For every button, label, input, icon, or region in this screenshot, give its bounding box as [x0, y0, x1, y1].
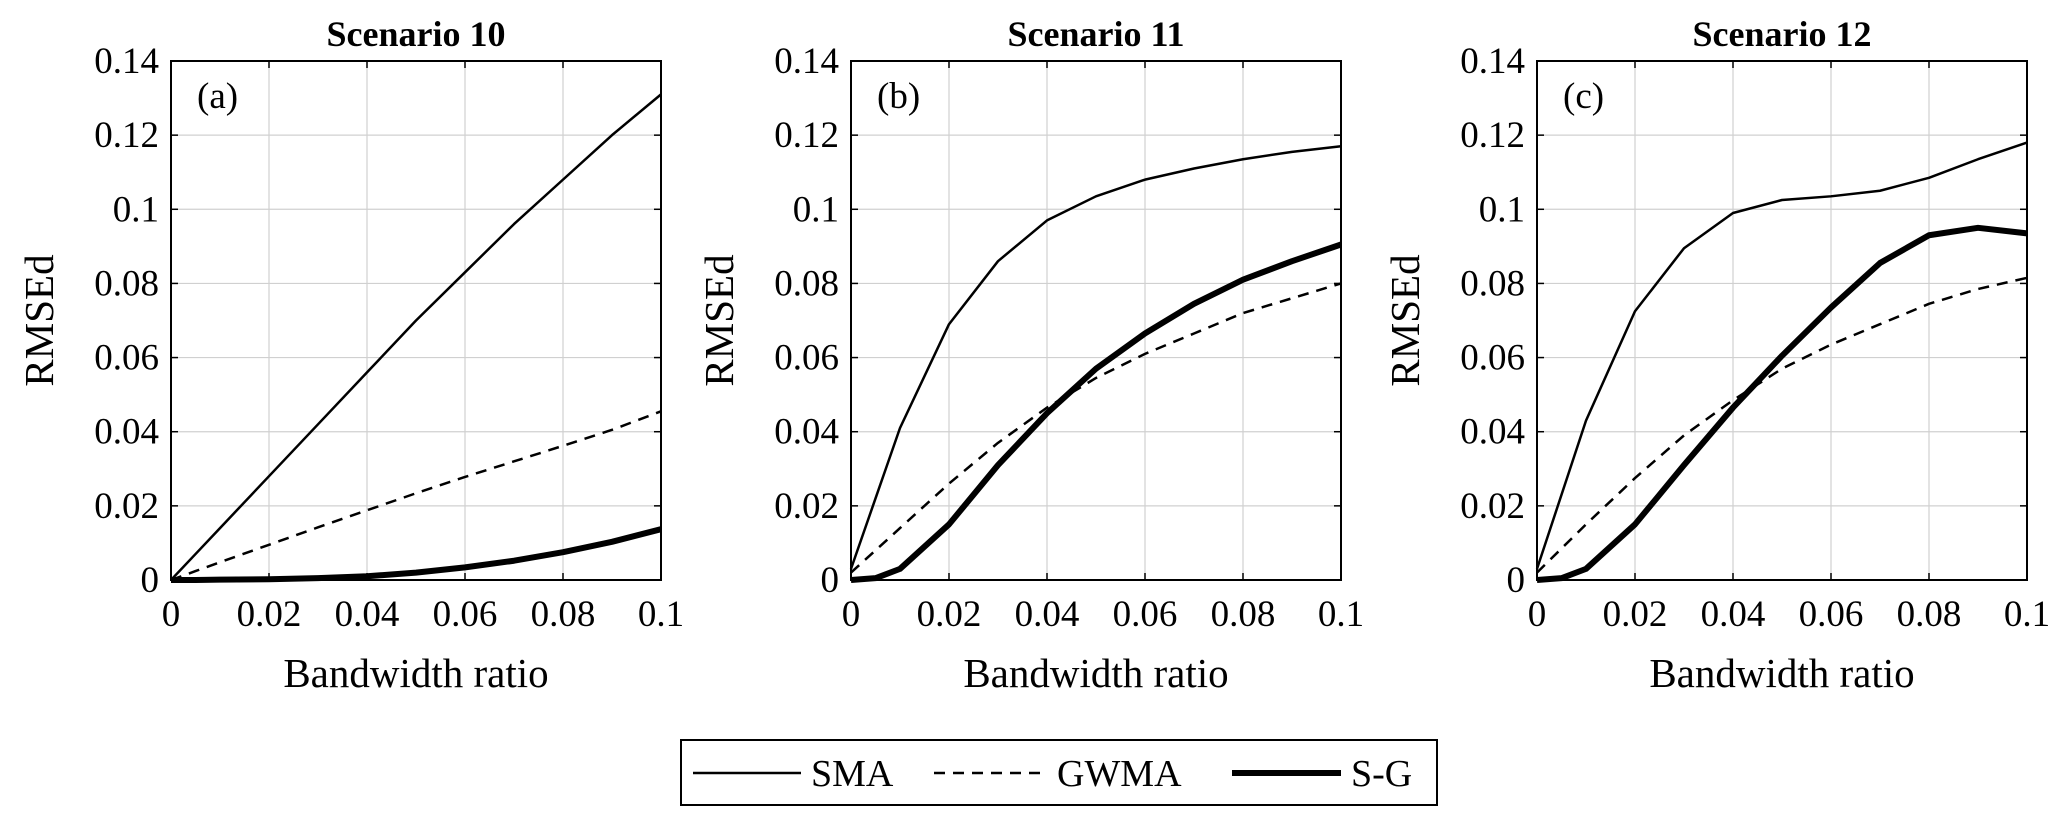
y-tick-label: 0.1 [793, 189, 839, 230]
panel-label: (c) [1563, 76, 1604, 117]
y-tick-label: 0.08 [774, 263, 839, 304]
y-tick-label: 0.02 [1460, 486, 1525, 527]
x-tick-label: 0.1 [638, 594, 684, 635]
y-tick-label: 0.08 [1460, 263, 1525, 304]
series-line-sma [1535, 141, 2028, 570]
x-axis-label: Bandwidth ratio [283, 650, 548, 696]
chart-title: Scenario 12 [1693, 14, 1872, 54]
legend-label: GWMA [1057, 753, 1182, 795]
series-line-s-g [850, 241, 1342, 583]
x-tick-label: 0.08 [531, 594, 596, 635]
subplot-1: 0 0.02 0.04 0.06 0.08 0.1 0 0.02 0.04 0.06 0.08 0.1… [16, 14, 684, 696]
series-line-gwma [850, 282, 1342, 574]
y-tick-label: 0.14 [1460, 41, 1525, 82]
chart-title: Scenario 10 [327, 14, 506, 54]
x-tick-label: 0.1 [1318, 594, 1364, 635]
y-tick-label: 0 [141, 560, 160, 601]
y-tick-label: 0.02 [774, 486, 839, 527]
x-tick-label: 0 [162, 594, 181, 635]
y-tick-label: 0.04 [94, 412, 159, 453]
x-tick-label: 0.08 [1211, 594, 1276, 635]
x-tick-label: 0.06 [1113, 594, 1178, 635]
y-tick-label: 0.12 [774, 115, 839, 156]
y-tick-label: 0.06 [1460, 338, 1525, 379]
x-tick-label: 0.08 [1897, 594, 1962, 635]
x-tick-label: 0.06 [1799, 594, 1864, 635]
y-tick-label: 0.08 [94, 263, 159, 304]
y-tick-label: 0.14 [94, 41, 159, 82]
x-tick-label: 0.04 [335, 594, 400, 635]
series-line-sma [170, 93, 662, 581]
y-tick-label: 0 [821, 560, 840, 601]
y-axis-label: RMSEd [696, 254, 742, 386]
plot-frame [1536, 60, 2028, 581]
x-tick-label: 0.04 [1015, 594, 1080, 635]
y-axis-label: RMSEd [1382, 254, 1428, 386]
legend-label: S-G [1351, 753, 1412, 795]
y-tick-label: 0 [1507, 560, 1526, 601]
y-tick-label: 0.1 [1479, 189, 1525, 230]
plot-frame [170, 60, 662, 581]
y-tick-label: 0.06 [774, 338, 839, 379]
series-line-sma [849, 145, 1342, 570]
x-tick-label: 0.1 [2004, 594, 2050, 635]
y-tick-label: 0.02 [94, 486, 159, 527]
chart-title: Scenario 11 [1008, 14, 1185, 54]
legend: SMA GWMA S-G [680, 739, 1438, 806]
legend-label: SMA [811, 753, 894, 795]
y-tick-label: 0.12 [1460, 115, 1525, 156]
y-tick-label: 0.1 [113, 189, 159, 230]
panel-label: (a) [197, 76, 238, 117]
x-tick-label: 0.02 [1603, 594, 1668, 635]
x-tick-label: 0.04 [1701, 594, 1766, 635]
subplot-2: 0 0.02 0.04 0.06 0.08 0.1 0 0.02 0.04 0.06 0.08 0.1… [696, 14, 1364, 696]
panel-label: (b) [877, 76, 920, 117]
series-line-s-g [1536, 224, 2028, 583]
x-axis-label: Bandwidth ratio [963, 650, 1228, 696]
y-tick-label: 0.14 [774, 41, 839, 82]
y-axis-label: RMSEd [16, 254, 62, 386]
x-tick-label: 0 [842, 594, 861, 635]
y-tick-label: 0.04 [774, 412, 839, 453]
x-tick-label: 0.02 [237, 594, 302, 635]
series-line-gwma [1536, 276, 2028, 574]
x-tick-label: 0.06 [433, 594, 498, 635]
x-tick-label: 0 [1528, 594, 1547, 635]
y-tick-label: 0.12 [94, 115, 159, 156]
subplot-3: 0 0.02 0.04 0.06 0.08 0.1 0 0.02 0.04 0.06 0.08 0.1… [1382, 14, 2050, 696]
x-axis-label: Bandwidth ratio [1649, 650, 1914, 696]
y-tick-label: 0.06 [94, 338, 159, 379]
x-tick-label: 0.02 [917, 594, 982, 635]
y-tick-label: 0.04 [1460, 412, 1525, 453]
plot-frame [850, 60, 1342, 581]
series-line-gwma [170, 410, 662, 582]
